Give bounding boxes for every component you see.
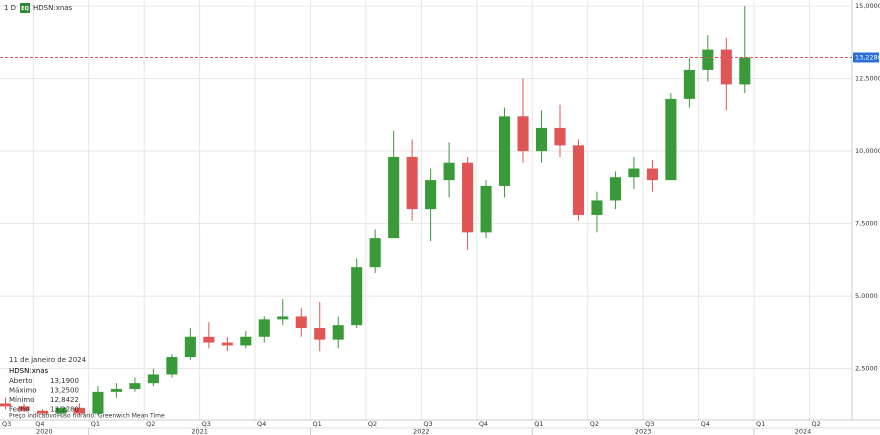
candle-body <box>443 162 455 181</box>
info-value: 13,1900 <box>50 377 79 385</box>
candle-body <box>92 391 104 414</box>
candle-body <box>129 383 141 389</box>
candle-body <box>425 180 437 210</box>
candle-body <box>110 388 122 392</box>
interval: 1 D <box>4 4 16 12</box>
candle-body <box>36 410 49 414</box>
info-key: Mínimo <box>9 396 34 404</box>
x-tick-label: Q2 <box>590 420 599 428</box>
candle-body <box>572 145 585 215</box>
candle-body <box>0 403 12 407</box>
candle-body <box>166 357 178 375</box>
info-key: Aberto <box>9 377 32 385</box>
x-tick-label: Q1 <box>91 420 100 428</box>
candle-body <box>628 168 640 178</box>
info-footer: Preço indicativo <box>9 413 57 420</box>
candle-body <box>18 406 30 411</box>
candle-body <box>184 336 196 358</box>
candle-body <box>517 116 529 152</box>
x-tick-label: Q2 <box>811 420 820 428</box>
candle-body <box>314 328 326 340</box>
info-value: 13,2280 <box>50 406 79 414</box>
x-tick-label: Q2 <box>146 420 155 428</box>
candle-body <box>73 407 86 414</box>
candle-body <box>406 156 418 210</box>
last-price-box <box>853 52 879 63</box>
candle-body <box>739 57 751 85</box>
candle-body <box>277 316 289 320</box>
info-key: Fecho <box>9 406 30 414</box>
candle-body <box>702 49 714 70</box>
candle-body <box>609 177 621 201</box>
candle-body <box>646 168 658 181</box>
x-year-label: 2023 <box>635 428 652 435</box>
x-tick-label: Q3 <box>2 420 11 428</box>
x-year-label: 2024 <box>795 428 812 435</box>
candle-body <box>462 162 474 233</box>
candle-body <box>591 200 603 215</box>
x-tick-label: Q3 <box>423 420 432 428</box>
x-year-label: 2020 <box>36 428 53 435</box>
x-tick-label: Q3 <box>645 420 654 428</box>
y-tick-label: 7,5000 <box>855 220 878 228</box>
symbol: HDSN:xnas <box>33 4 73 12</box>
candle-body <box>221 342 233 346</box>
x-tick-label: Q4 <box>701 420 710 428</box>
badge-box <box>20 3 30 13</box>
y-tick-label: 15,0000 <box>855 2 880 10</box>
info-key: Máximo <box>9 387 37 395</box>
x-tick-label: Q4 <box>35 420 44 428</box>
x-tick-label: Q1 <box>534 420 543 428</box>
candle-body <box>665 98 677 181</box>
info-value: 13,2500 <box>50 387 79 395</box>
x-tick-label: Q1 <box>756 420 765 428</box>
candle-body <box>295 316 307 329</box>
x-year-label: 2021 <box>191 428 208 435</box>
candle-body <box>499 116 511 186</box>
last-price-label: 13,2280 <box>855 53 880 61</box>
candle-body <box>240 336 252 346</box>
candle-body <box>480 185 492 233</box>
y-tick-label: 2,5000 <box>855 365 878 373</box>
x-year-label: 2022 <box>413 428 430 435</box>
candle-body <box>332 325 344 340</box>
y-tick-label: 10,0000 <box>855 147 880 155</box>
candle-body <box>683 69 695 99</box>
x-tick-label: Q3 <box>202 420 211 428</box>
x-tick-label: Q2 <box>368 420 377 428</box>
info-value: 12,8422 <box>50 396 79 404</box>
candle-body <box>535 127 548 152</box>
y-tick-label: 5,0000 <box>855 292 878 300</box>
badge: EQ <box>21 6 29 12</box>
info-footer: Fuso horário: Greenwich Mean Time <box>57 413 165 420</box>
x-tick-label: Q4 <box>257 420 266 428</box>
candle-body <box>203 336 215 343</box>
candle-body <box>369 238 381 268</box>
x-tick-label: Q4 <box>479 420 488 428</box>
candle-body <box>55 407 67 414</box>
candle-body <box>258 319 270 337</box>
candle-body <box>554 127 566 146</box>
candle-body <box>147 374 159 384</box>
info-symbol: HDSN:xnas <box>9 367 49 375</box>
candle-body <box>351 267 363 326</box>
candle-body <box>720 49 732 85</box>
candle-body <box>388 156 400 239</box>
y-tick-label: 12,5000 <box>855 75 880 83</box>
info-date: 11 de janeiro de 2024 <box>9 356 87 364</box>
x-tick-label: Q1 <box>312 420 321 428</box>
